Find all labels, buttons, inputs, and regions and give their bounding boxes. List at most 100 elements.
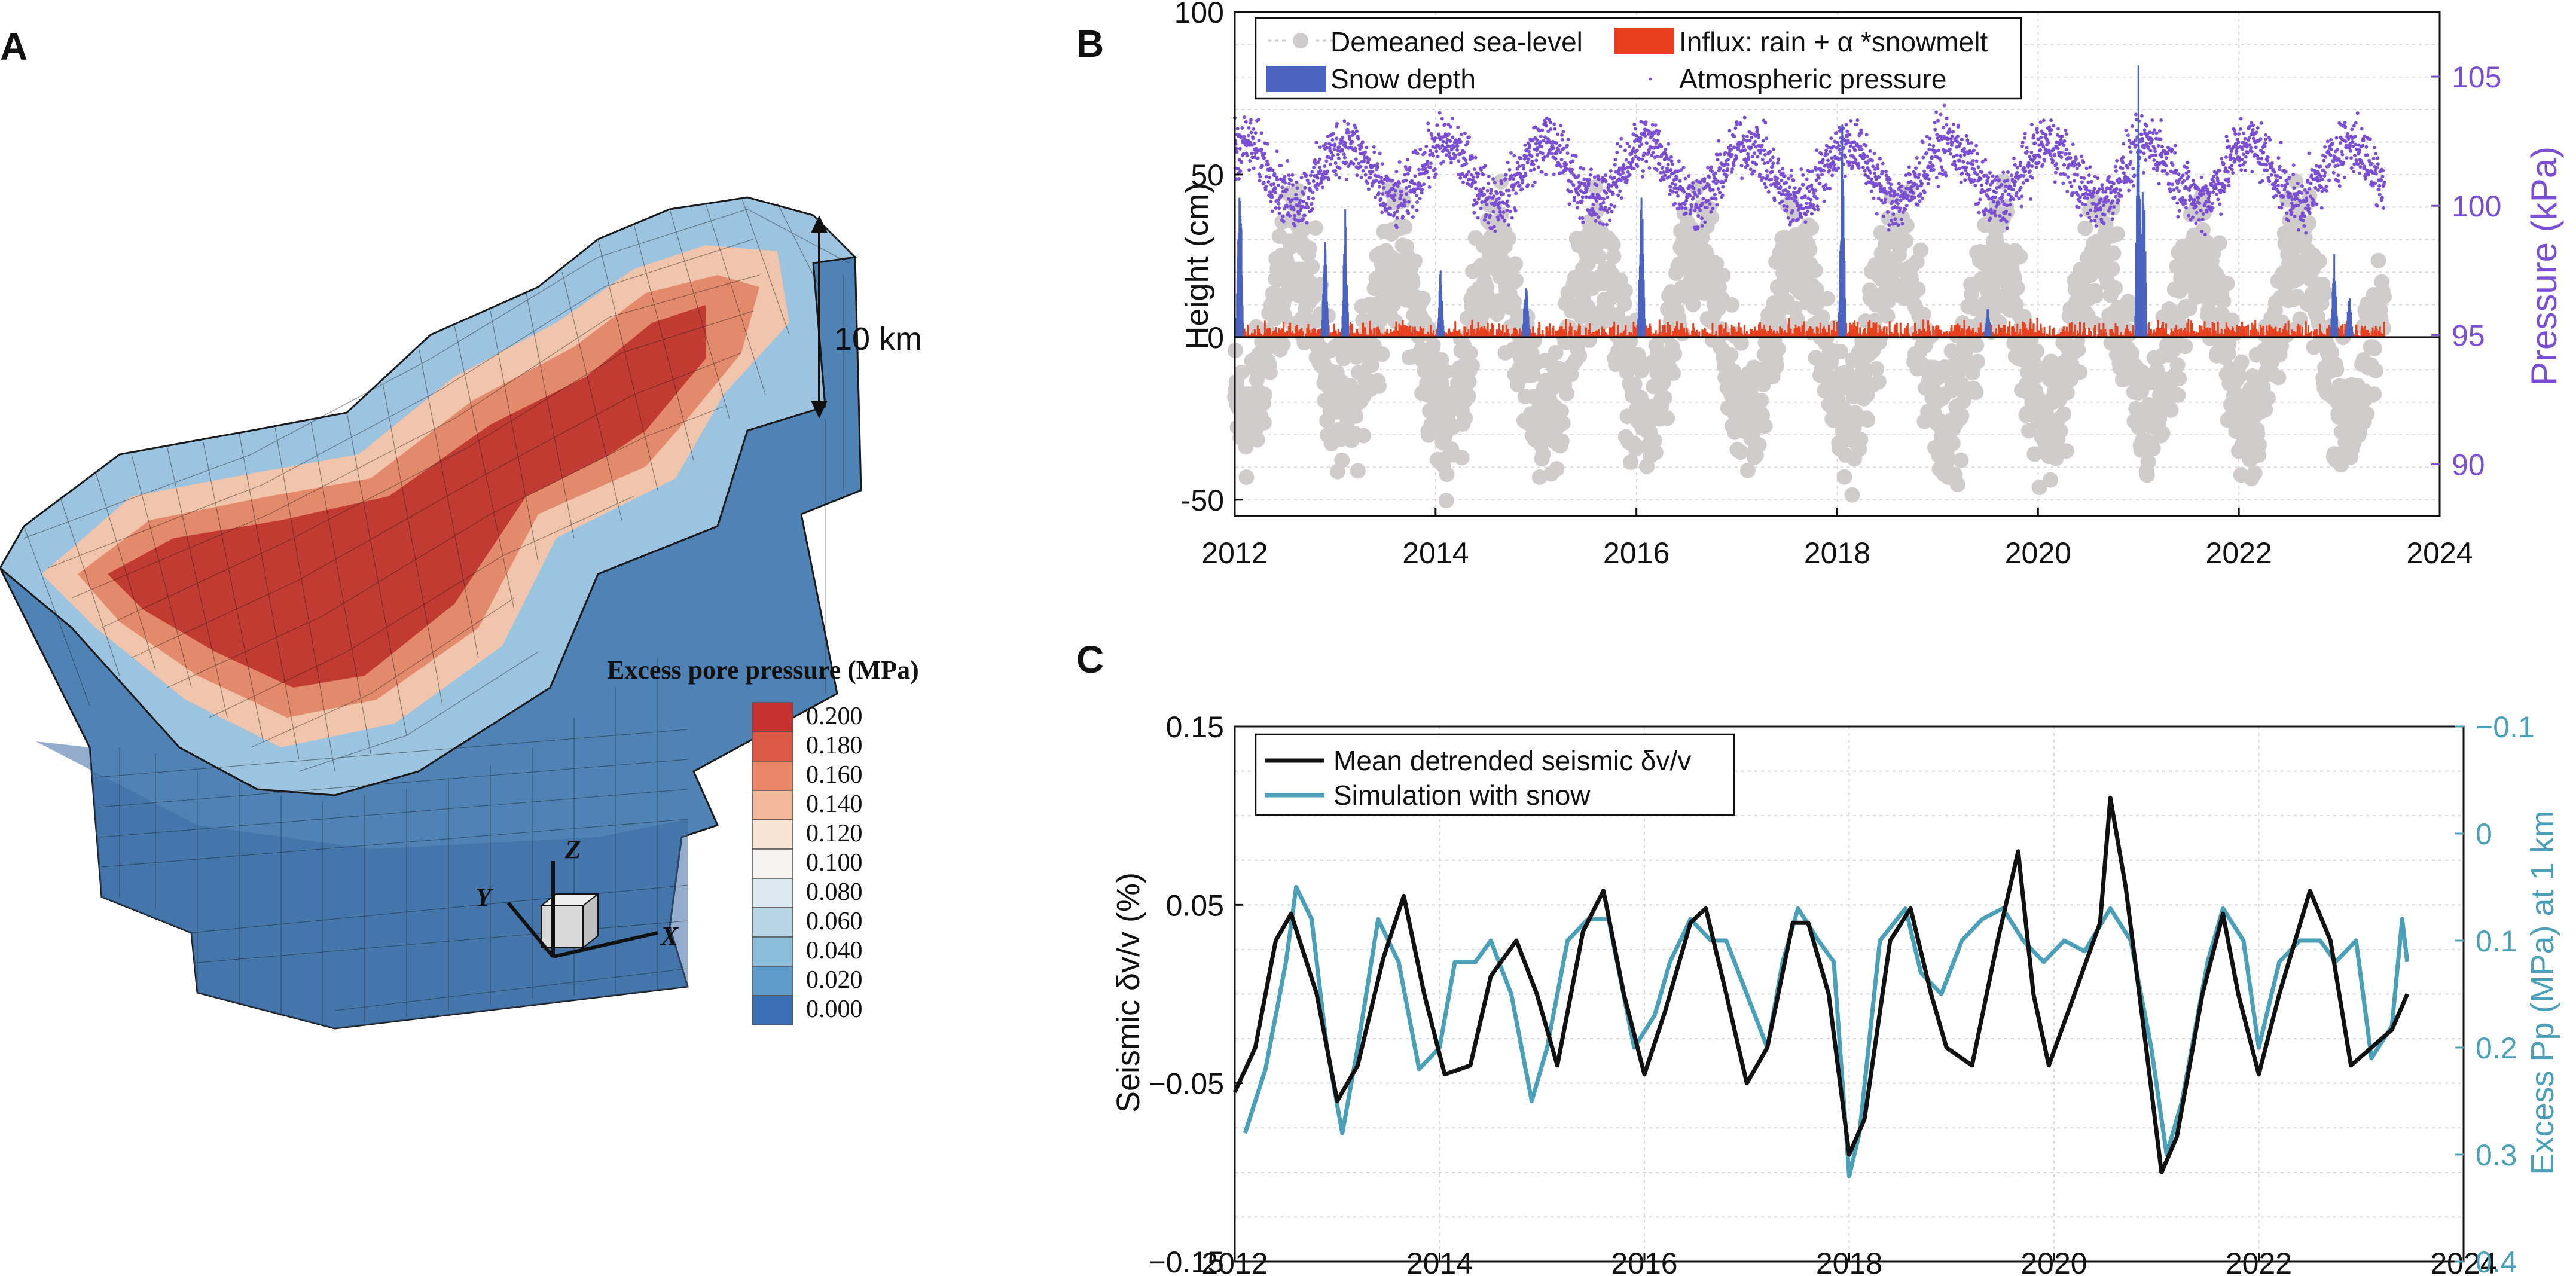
pressure-point (1265, 159, 1269, 163)
pressure-point (2230, 167, 2234, 172)
pressure-point (1709, 165, 1713, 169)
pressure-point (1440, 117, 1444, 121)
pressure-point (1951, 123, 1955, 127)
pressure-point (2110, 217, 2114, 221)
pressure-point (1895, 198, 1899, 202)
colorbar-swatch (752, 936, 793, 967)
pressure-point (1730, 170, 1734, 174)
pressure-point (1292, 213, 1296, 218)
pressure-point (2163, 169, 2167, 173)
pressure-point (1350, 140, 1354, 144)
sea-level-point (1910, 281, 1926, 297)
pressure-point (1680, 206, 1684, 210)
pressure-point (1924, 151, 1928, 155)
pressure-point (1294, 193, 1298, 197)
pressure-point (1916, 175, 1921, 179)
pressure-point (1955, 139, 1960, 144)
pressure-point (1730, 167, 1735, 171)
sea-level-point (1405, 275, 1421, 291)
sea-level-point (1249, 432, 1265, 448)
pressure-point (1764, 185, 1768, 190)
pressure-point (1666, 163, 1670, 167)
pressure-point (1937, 172, 1942, 176)
pressure-point (2107, 199, 2111, 203)
pressure-point (2089, 219, 2093, 223)
pressure-point (1374, 178, 1378, 182)
pressure-point (1612, 176, 1616, 180)
pressure-point (1602, 197, 1606, 201)
sea-level-point (1461, 374, 1477, 390)
pressure-point (1506, 223, 1510, 227)
pressure-point (1643, 130, 1647, 135)
pressure-point (1484, 164, 1488, 168)
pressure-point (1534, 158, 1539, 163)
pressure-point (1335, 136, 1339, 141)
pressure-point (1725, 167, 1729, 172)
pressure-point (2215, 178, 2220, 182)
pressure-point (1479, 206, 1483, 210)
pressure-point (2085, 196, 2089, 200)
pressure-point (1997, 202, 2001, 206)
pressure-point (1961, 160, 1965, 164)
sea-level-point (2366, 386, 2382, 402)
pressure-point (1706, 166, 1710, 170)
pressure-point (1865, 154, 1869, 158)
pressure-point (1916, 203, 1920, 207)
sea-level-point (2233, 354, 2250, 370)
pressure-point (2226, 139, 2230, 143)
pressure-point (1939, 158, 1943, 163)
sea-level-point (1802, 242, 1818, 258)
pressure-point (2004, 219, 2009, 224)
sea-level-point (1723, 347, 1739, 363)
pressure-point (2196, 196, 2200, 200)
pressure-point (1472, 175, 1476, 179)
sea-level-point (1507, 256, 1524, 272)
sea-level-point (1371, 378, 1387, 394)
pressure-point (1805, 177, 1809, 181)
pressure-point (1820, 172, 1824, 176)
pressure-point (1539, 135, 1543, 139)
pressure-point (2081, 160, 2086, 164)
pressure-point (2104, 190, 2108, 194)
pressure-point (1290, 198, 1294, 202)
pressure-point (2194, 221, 2198, 225)
pressure-point (1745, 163, 1750, 167)
sea-level-point (2009, 280, 2025, 296)
pressure-point (1772, 198, 1777, 202)
pressure-point (1801, 173, 1805, 177)
pressure-point (1324, 142, 1328, 146)
pressure-point (2101, 203, 2105, 207)
sea-level-point (1508, 273, 1524, 289)
pressure-point (1926, 182, 1930, 186)
colorbar-tick-label: 0.060 (806, 908, 863, 935)
sea-level-point (2359, 406, 2375, 422)
pressure-point (2122, 171, 2126, 175)
pressure-point (2219, 212, 2223, 216)
pressure-point (2064, 152, 2068, 156)
pressure-point (1485, 188, 1490, 193)
sea-level-point (1262, 364, 1278, 380)
pressure-point (1763, 121, 1768, 125)
pressure-point (1766, 190, 1771, 194)
pressure-point (1588, 173, 1592, 177)
pressure-point (1490, 188, 1494, 193)
pressure-point (2015, 191, 2019, 195)
pressure-point (2086, 211, 2090, 215)
sea-level-point (2145, 441, 2161, 457)
sea-level-point (2292, 311, 2308, 327)
pressure-point (1281, 219, 1286, 224)
pressure-point (2227, 184, 2231, 188)
pressure-point (2193, 197, 2197, 202)
pressure-point (1824, 183, 1828, 187)
pressure-point (1436, 154, 1440, 158)
pressure-point (1988, 187, 1992, 191)
pressure-point (1933, 127, 1937, 132)
pressure-point (1921, 140, 1925, 144)
sea-level-point (1833, 343, 1849, 359)
pressure-point (1635, 164, 1640, 169)
pressure-point (1934, 110, 1939, 114)
pressure-point (1643, 134, 1647, 138)
pressure-point (2037, 160, 2041, 164)
pressure-point (1667, 142, 1671, 146)
pressure-point (1270, 195, 1274, 199)
